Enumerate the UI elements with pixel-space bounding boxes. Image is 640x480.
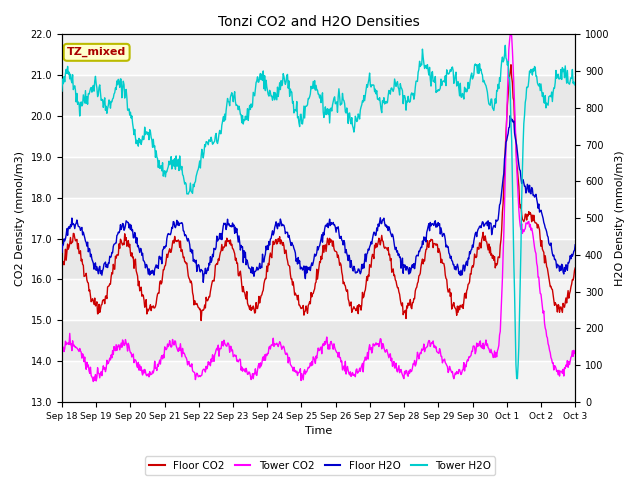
Bar: [62, 198, 575, 239]
Bar: [62, 35, 575, 75]
Bar: [62, 361, 575, 402]
Bar: [62, 279, 575, 320]
Y-axis label: H2O Density (mmol/m3): H2O Density (mmol/m3): [615, 150, 625, 286]
Legend: Floor CO2, Tower CO2, Floor H2O, Tower H2O: Floor CO2, Tower CO2, Floor H2O, Tower H…: [145, 456, 495, 475]
Text: TZ_mixed: TZ_mixed: [67, 47, 126, 58]
Y-axis label: CO2 Density (mmol/m3): CO2 Density (mmol/m3): [15, 151, 25, 286]
Title: Tonzi CO2 and H2O Densities: Tonzi CO2 and H2O Densities: [218, 15, 419, 29]
Bar: [62, 116, 575, 157]
X-axis label: Time: Time: [305, 426, 332, 436]
